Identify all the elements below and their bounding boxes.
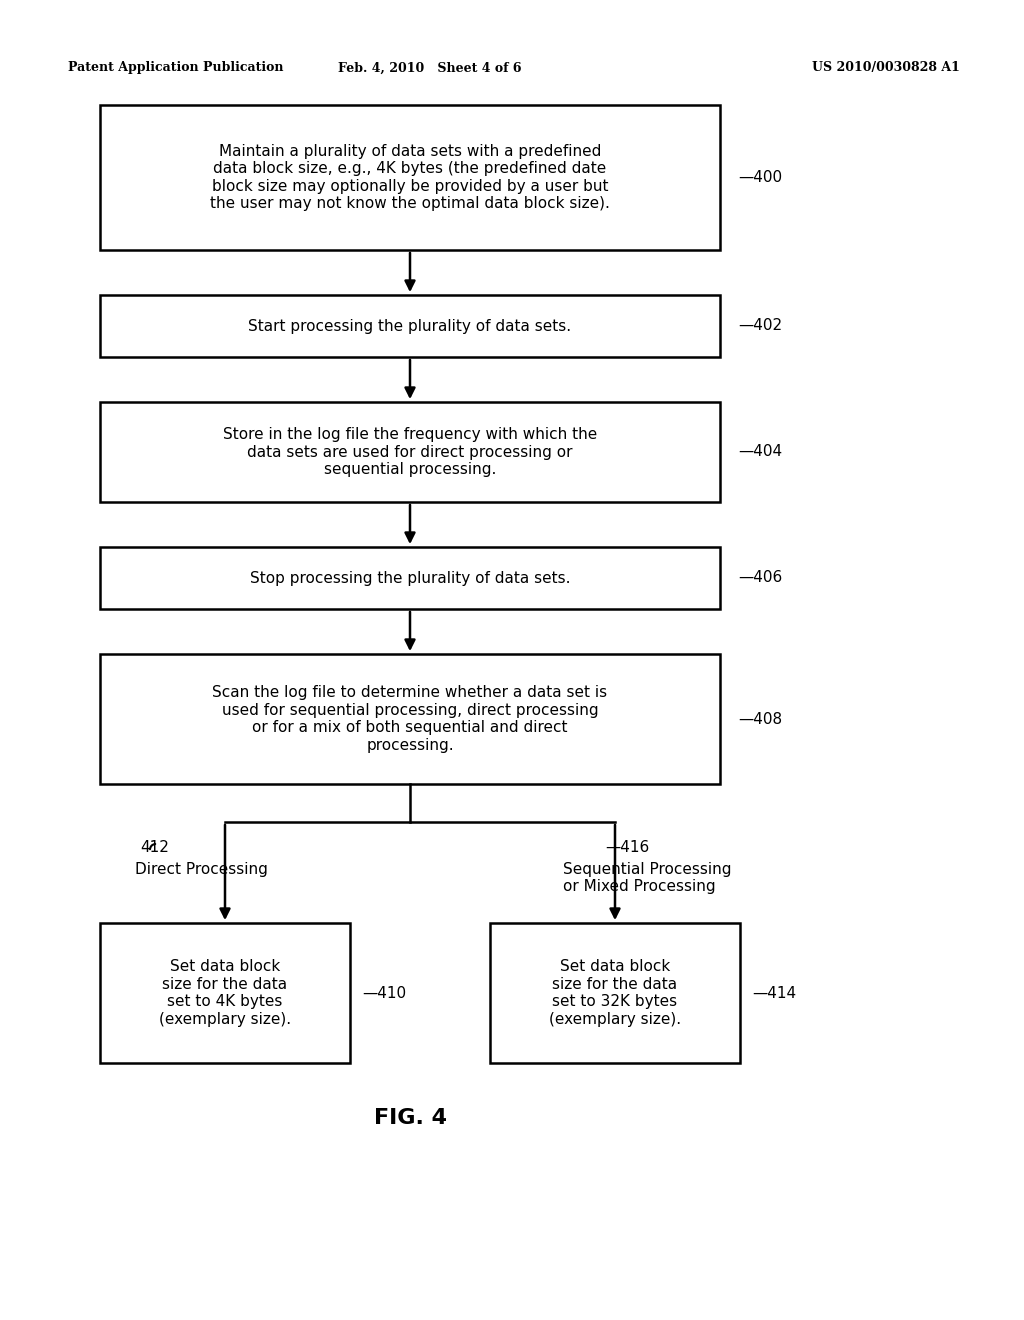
Bar: [100, 653, 720, 784]
Text: Direct Processing: Direct Processing: [135, 862, 268, 876]
Text: Stop processing the plurality of data sets.: Stop processing the plurality of data se…: [250, 570, 570, 586]
Text: —402: —402: [738, 318, 782, 334]
Bar: [490, 923, 740, 1063]
Bar: [100, 923, 350, 1063]
Text: Start processing the plurality of data sets.: Start processing the plurality of data s…: [249, 318, 571, 334]
Text: —416: —416: [605, 840, 649, 855]
Text: Set data block
size for the data
set to 4K bytes
(exemplary size).: Set data block size for the data set to …: [159, 960, 291, 1027]
Bar: [100, 546, 720, 609]
Text: —406: —406: [738, 570, 782, 586]
Text: —404: —404: [738, 445, 782, 459]
Text: Maintain a plurality of data sets with a predefined
data block size, e.g., 4K by: Maintain a plurality of data sets with a…: [210, 144, 610, 211]
Text: Patent Application Publication: Patent Application Publication: [68, 62, 284, 74]
Text: US 2010/0030828 A1: US 2010/0030828 A1: [812, 62, 961, 74]
Text: —410: —410: [362, 986, 407, 1001]
Text: —408: —408: [738, 711, 782, 726]
Text: 412: 412: [140, 840, 169, 855]
Text: —414: —414: [752, 986, 796, 1001]
Text: Feb. 4, 2010   Sheet 4 of 6: Feb. 4, 2010 Sheet 4 of 6: [338, 62, 522, 74]
Text: Store in the log file the frequency with which the
data sets are used for direct: Store in the log file the frequency with…: [223, 428, 597, 477]
Text: FIG. 4: FIG. 4: [374, 1107, 446, 1129]
Text: Sequential Processing
or Mixed Processing: Sequential Processing or Mixed Processin…: [563, 862, 731, 895]
Bar: [100, 294, 720, 356]
Text: Set data block
size for the data
set to 32K bytes
(exemplary size).: Set data block size for the data set to …: [549, 960, 681, 1027]
Bar: [100, 403, 720, 502]
Text: Scan the log file to determine whether a data set is
used for sequential process: Scan the log file to determine whether a…: [212, 685, 607, 752]
Bar: [100, 106, 720, 249]
Text: —400: —400: [738, 170, 782, 185]
